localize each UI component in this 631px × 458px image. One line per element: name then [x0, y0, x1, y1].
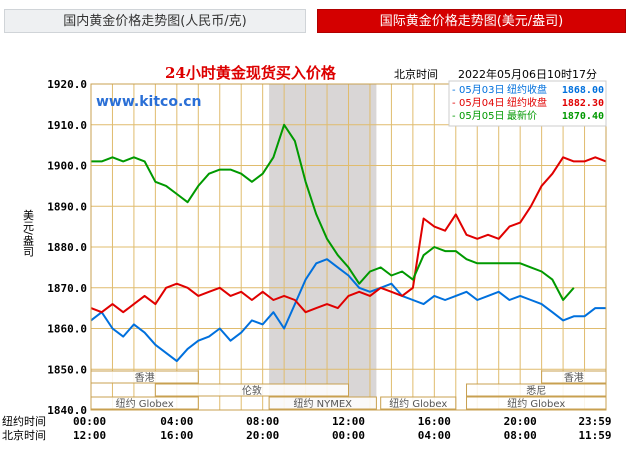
market-band [154, 383, 349, 397]
market-band-label: 香港 [564, 372, 584, 384]
chart-title: 24小时黄金现货买入价格 [165, 64, 337, 82]
legend-box [448, 80, 607, 127]
series-line-2 [90, 156, 607, 314]
y-tick-label: 1890.0 [47, 200, 87, 213]
series-line-3 [91, 123, 575, 301]
y-tick-label: 1870.0 [47, 282, 87, 295]
x-tick-label: 16:00 [160, 429, 193, 442]
market-band-label: 悉尼 [526, 385, 546, 397]
market-band-label: 纽约 Globex [507, 397, 565, 410]
tab-bar: 国内黄金价格走势图(人民币/克) 国际黄金价格走势图(美元/盎司) [0, 0, 631, 36]
y-tick-label: 1920.0 [47, 78, 87, 91]
legend-date: 05月03日 [459, 84, 504, 96]
tab-international-gold[interactable]: 国际黄金价格走势图(美元/盎司) [317, 9, 626, 33]
market-band-label: 纽约 Globex [389, 397, 447, 410]
legend: -05月03日 纽约收盘 1868.00- 05月04日 纽约收盘 1882.30- 05月… [448, 80, 607, 127]
market-band [268, 396, 377, 410]
legend-value: 1870.40 [562, 111, 604, 122]
x-tick-label: 12:00 [73, 429, 106, 442]
legend-marker: - [452, 85, 456, 96]
watermark: www.kitco.cn [96, 94, 202, 110]
tab-domestic-gold[interactable]: 国内黄金价格走势图(人民币/克) [4, 9, 306, 33]
x-tick-label: 16:00 [418, 415, 451, 428]
legend-value: 1882.30 [562, 98, 604, 109]
legend-date: 05月04日 [459, 97, 504, 109]
x-tick-label: 12:00 [332, 415, 365, 428]
x-tick-label: 08:00 [246, 415, 279, 428]
legend-desc: 最新价 [507, 109, 537, 122]
legend-marker: - [452, 98, 456, 109]
x-tick-label: 00:00 [332, 429, 365, 442]
timestamp: 2022年05月06日10时17分 [458, 67, 597, 81]
x-tick-label: 11:59 [578, 429, 611, 442]
legend-date: 05月05日 [459, 110, 504, 122]
y-axis-label: 美元/盎司 [22, 209, 35, 257]
timezone-label: 北京时间 [394, 67, 438, 81]
y-tick-label: 1910.0 [47, 119, 87, 132]
x-tick-label: 04:00 [160, 415, 193, 428]
market-band-label: 伦敦 [242, 384, 262, 397]
legend-desc: 纽约收盘 [507, 83, 547, 96]
y-tick-label: 1880.0 [47, 241, 87, 254]
legend-value: 1868.00 [562, 85, 604, 96]
x-tick-label: 00:00 [73, 415, 106, 428]
x-tick-label: 23:59 [578, 415, 611, 428]
y-axis-label-text: 美元/盎司 [22, 209, 35, 257]
market-band-label: 纽约 NYMEX [293, 397, 352, 410]
market-band [380, 396, 457, 410]
x-tick-label: 20:00 [246, 429, 279, 442]
plot-frame [90, 83, 607, 411]
y-tick-label: 1840.0 [47, 404, 87, 417]
y-tick-label: 1850.0 [47, 363, 87, 376]
series-line-1 [90, 258, 606, 363]
y-tick-label: 1860.0 [47, 323, 87, 336]
x-axis-row-label: 北京时间 [2, 428, 46, 442]
legend-desc: 纽约收盘 [507, 96, 547, 109]
y-tick-label: 1900.0 [47, 160, 87, 173]
market-band-label: 香港 [135, 372, 155, 384]
x-tick-label: 04:00 [418, 429, 451, 442]
x-axis-row-label: 纽约时间 [2, 414, 46, 428]
x-tick-label: 08:00 [504, 429, 537, 442]
market-band-label: 纽约 Globex [116, 397, 174, 410]
legend-marker: - [452, 111, 456, 122]
x-tick-label: 20:00 [504, 415, 537, 428]
